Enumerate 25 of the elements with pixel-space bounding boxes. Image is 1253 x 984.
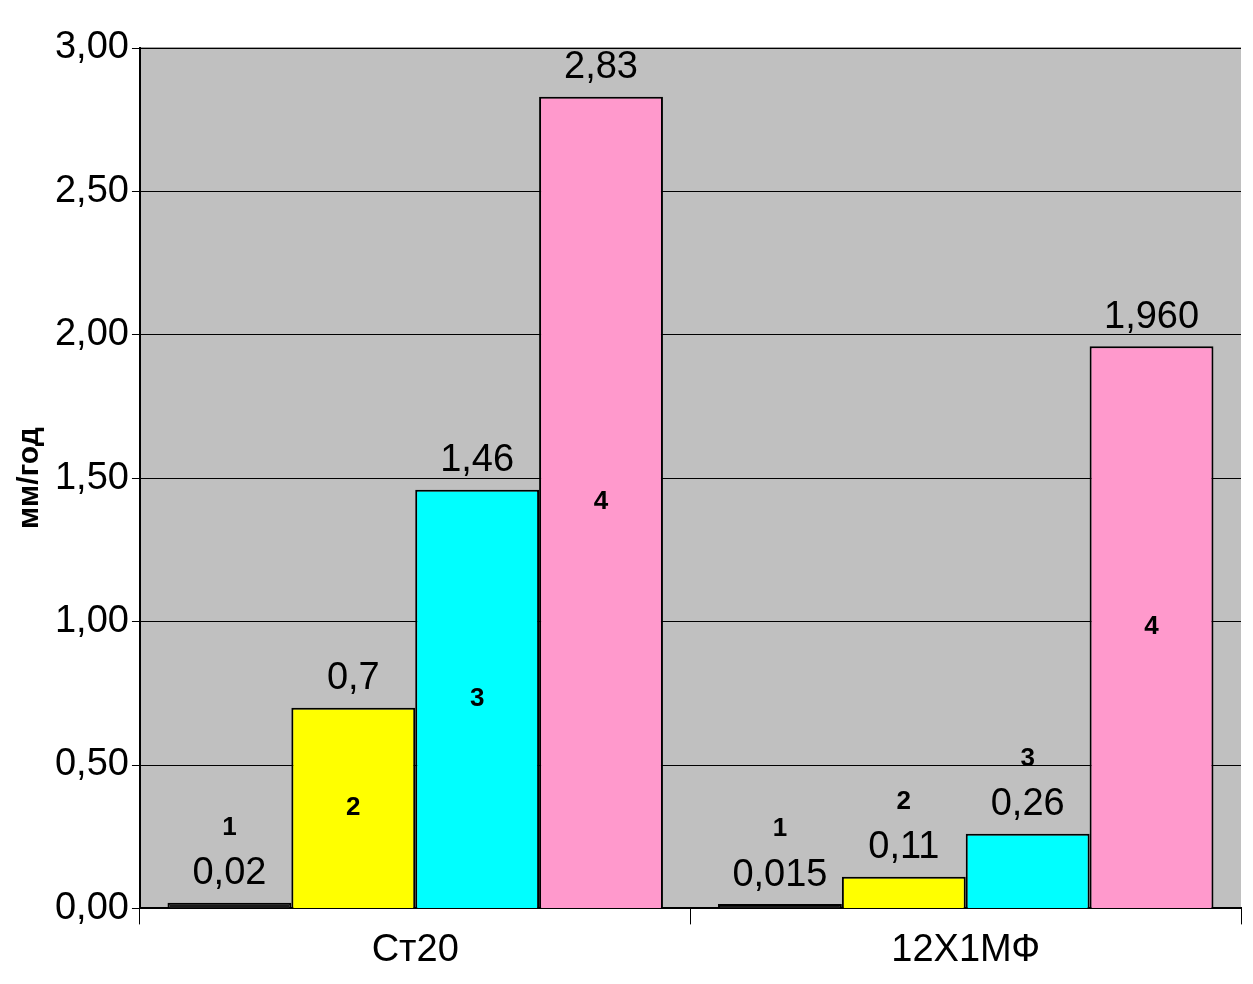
y-tick-label: 1,00 — [54, 598, 129, 641]
data-label: 0,02 — [192, 850, 267, 893]
text: 1 — [772, 812, 788, 843]
text: 2 — [896, 785, 912, 816]
x-tick-label: 12Х1МФ — [891, 926, 1041, 969]
data-label: 0,26 — [990, 781, 1065, 824]
y-tick-label: 0,00 — [54, 884, 129, 927]
y-tick-label: 1,50 — [54, 454, 129, 497]
data-label: 2,83 — [564, 44, 638, 87]
data-label: 1,960 — [1103, 293, 1200, 336]
y-tick-label: 3,00 — [54, 24, 129, 67]
x-tick-label: Ст20 — [371, 926, 459, 969]
data-label: 0,11 — [868, 824, 940, 867]
series-label: 4 — [593, 485, 609, 516]
y-tick-label: 0,50 — [54, 741, 129, 784]
data-label: 0,015 — [732, 851, 828, 894]
series-label: 2 — [346, 790, 361, 821]
y-tick-label: 2,00 — [54, 311, 129, 354]
y-axis-title: мм/год — [11, 427, 45, 530]
series-label: 3 — [469, 681, 485, 712]
data-label: 0,7 — [326, 655, 380, 698]
text: 1 — [222, 810, 237, 841]
y-tick-label: 2,50 — [54, 167, 129, 210]
data-label: 1,46 — [440, 437, 515, 480]
text: 4 — [1144, 610, 1159, 641]
